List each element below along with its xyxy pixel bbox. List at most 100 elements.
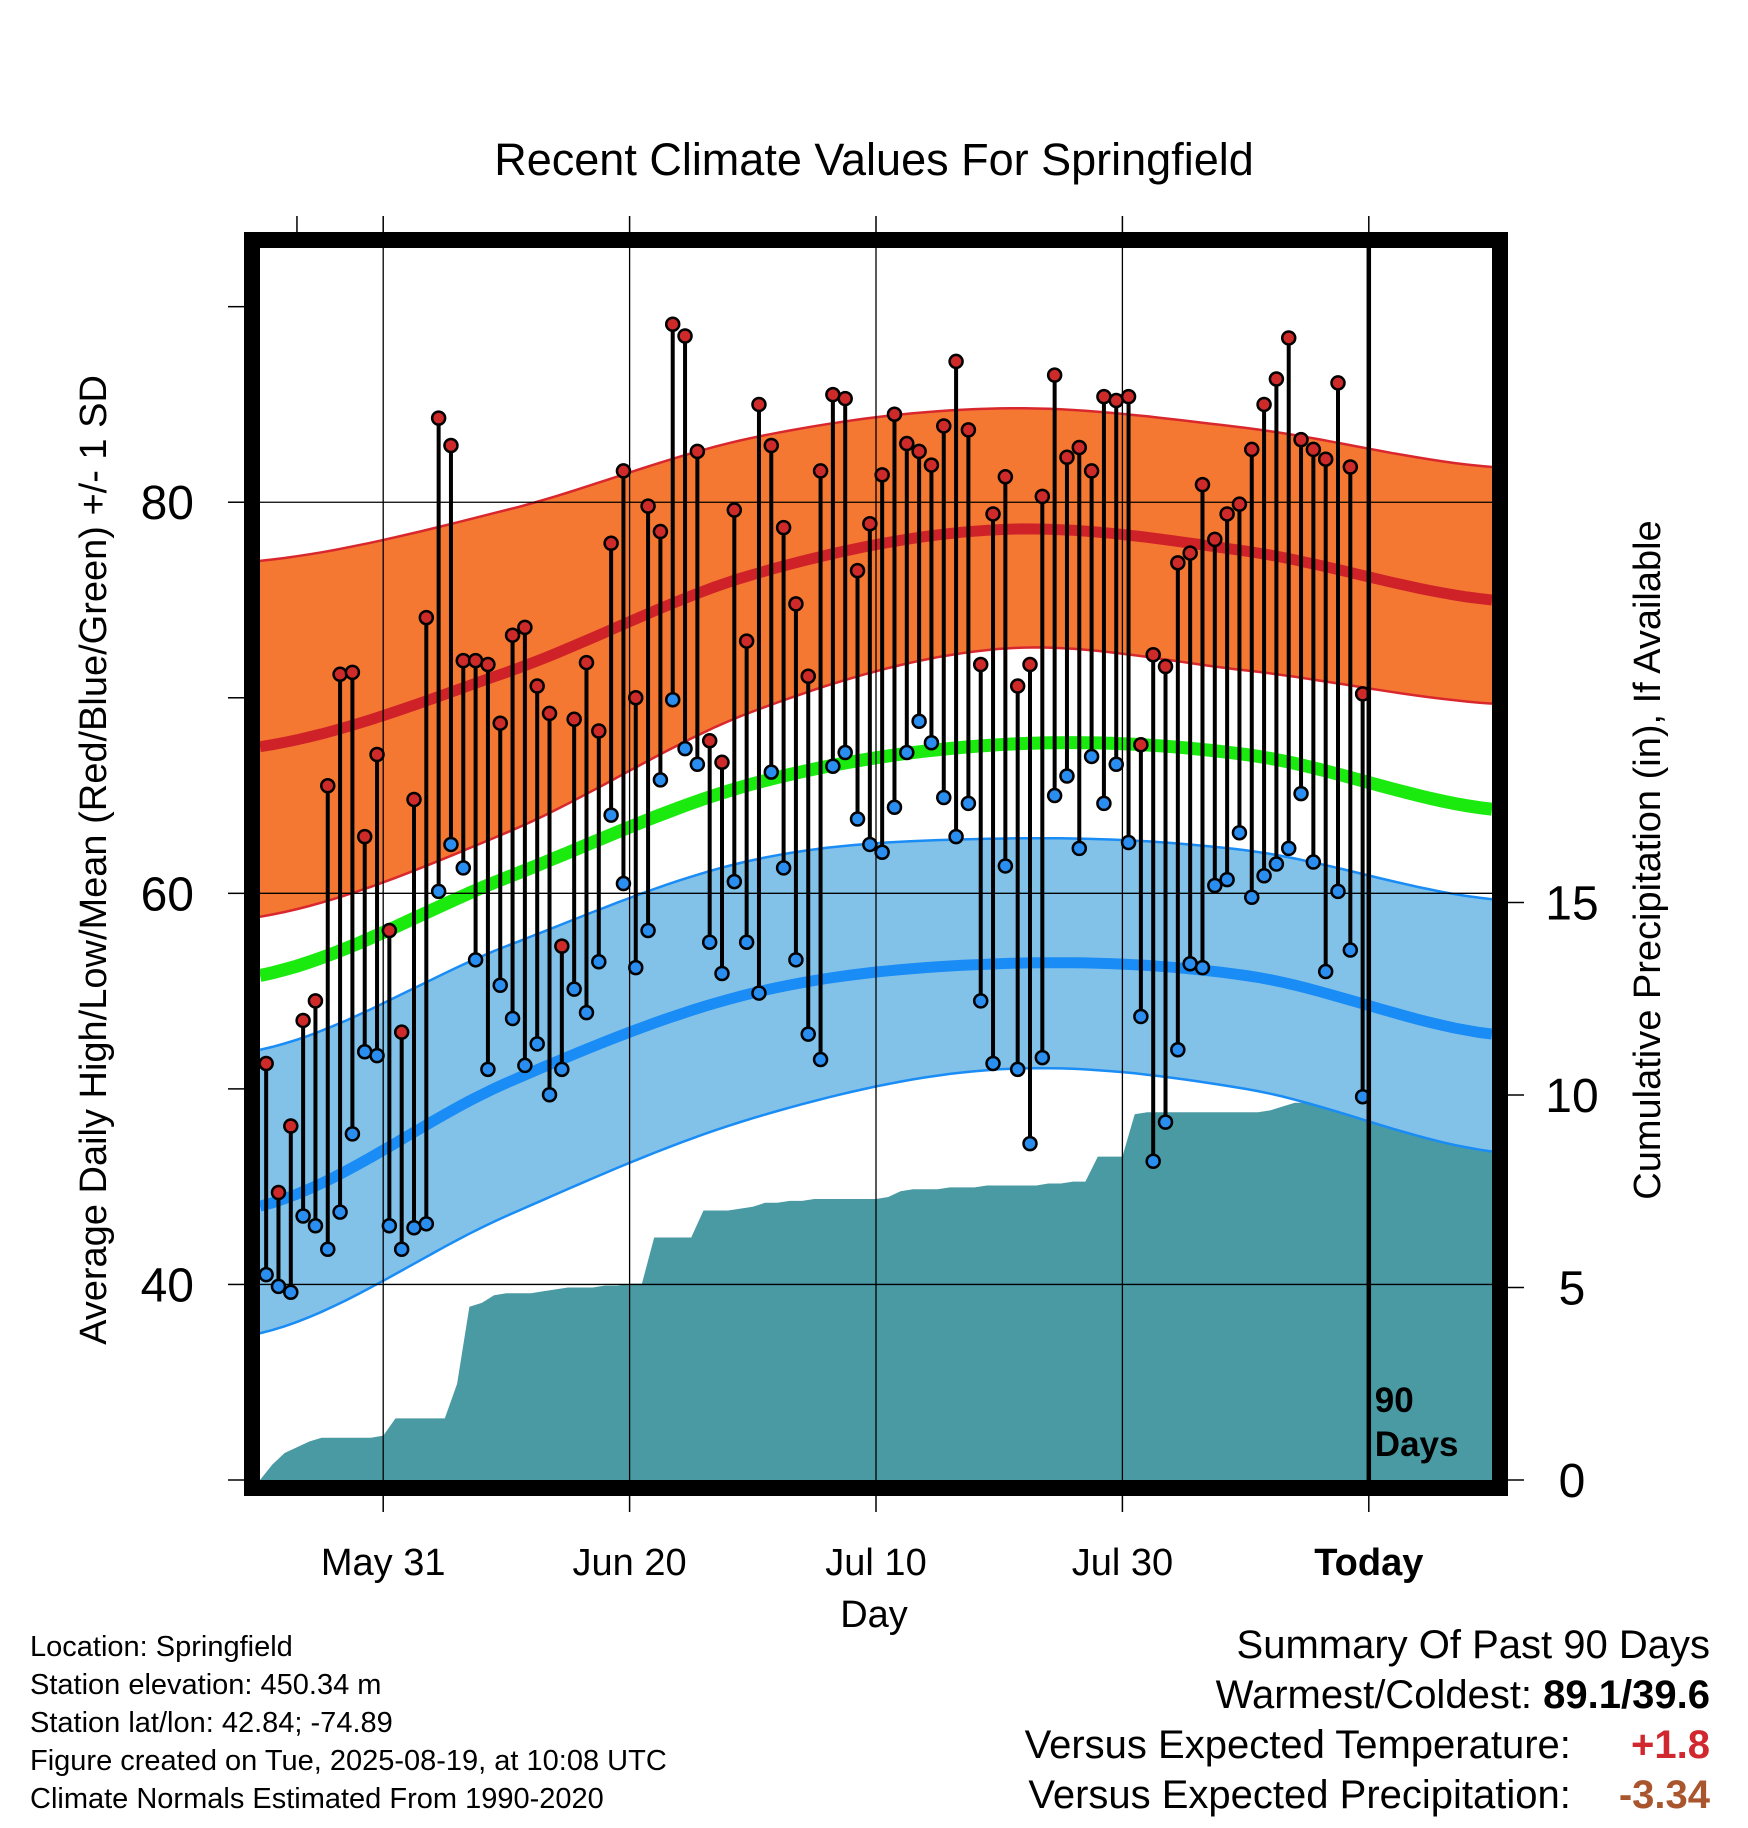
daily-low-point (1293, 785, 1309, 802)
daily-low-point (1009, 1061, 1026, 1078)
daily-high-point (960, 422, 977, 438)
x-tick-label: Jul 10 (825, 1542, 926, 1584)
x-tick-label: May 31 (321, 1542, 446, 1584)
daily-low-point (455, 860, 472, 876)
daily-high-point (1009, 678, 1026, 694)
daily-low-point (430, 883, 447, 900)
daily-high-point (1231, 496, 1248, 512)
daily-high-point (1096, 388, 1112, 405)
precip-value: -3.34 (1618, 1773, 1710, 1817)
axes-overlay: May 31 Jun 20 Jul 10 Jul 30 Today 40 60 80 0 5 10 1… (141, 216, 1599, 1584)
y-axis-label: Average Daily High/Low/Mean (Red/Blue/Gr… (73, 375, 115, 1345)
daily-high-point (1034, 488, 1051, 505)
daily-low-point (591, 954, 607, 970)
daily-high-point (812, 463, 829, 479)
daily-high-point (640, 498, 656, 514)
daily-low-point (320, 1241, 336, 1257)
daily-low-point (1022, 1135, 1038, 1152)
daily-low-point (714, 965, 730, 982)
daily-high-point (270, 1184, 287, 1201)
daily-low-point (529, 1036, 545, 1052)
daily-low-point (1256, 867, 1272, 884)
daily-high-point (578, 654, 595, 671)
daily-low-point (664, 691, 681, 708)
location-text: Location: Springfield (30, 1631, 293, 1663)
daily-high-point (1194, 476, 1211, 493)
daily-low-point (948, 828, 964, 845)
daily-low-point (985, 1055, 1001, 1072)
daily-high-point (443, 437, 459, 454)
precip-row: Versus Expected Precipitation: -3.34 (1025, 1770, 1710, 1820)
daily-low-point (1342, 942, 1359, 958)
daily-low-point (936, 789, 952, 806)
daily-high-point (393, 1024, 410, 1040)
daily-high-point (972, 656, 989, 673)
daily-low-point (1207, 877, 1223, 894)
daily-high-point (480, 656, 496, 673)
plot-frame (244, 232, 1508, 1496)
y-tick-label: 40 (141, 1259, 194, 1312)
daily-low-point (406, 1219, 422, 1236)
daily-low-point (849, 811, 866, 827)
daily-low-point (344, 1126, 361, 1142)
daily-high-point (862, 515, 878, 532)
daily-low-point (677, 740, 693, 757)
x-tick-label: Jul 30 (1072, 1542, 1173, 1584)
daily-low-point (899, 744, 915, 761)
summary-title: Summary Of Past 90 Days (1236, 1623, 1710, 1667)
daily-high-point (1145, 647, 1161, 663)
summary-panel: Summary Of Past 90 Days Warmest/Coldest:… (1025, 1620, 1710, 1820)
daily-low-point (1046, 787, 1063, 804)
daily-low-point (1108, 756, 1124, 773)
daily-high-point (985, 506, 1001, 522)
daily-high-point (714, 754, 730, 771)
daily-low-point (443, 836, 459, 853)
daily-low-point (1096, 795, 1112, 812)
today-days-number: 90 (1375, 1381, 1414, 1420)
daily-high-point (591, 723, 607, 739)
daily-high-point (726, 502, 743, 518)
daily-low-point (701, 934, 718, 950)
daily-high-point (899, 435, 915, 452)
temp-label: Versus Expected Temperature: (1024, 1723, 1571, 1767)
daily-high-point (886, 406, 903, 422)
daily-low-point (763, 764, 780, 780)
daily-low-point (260, 1266, 274, 1283)
daily-high-point (1182, 545, 1198, 561)
daily-high-point (1293, 431, 1309, 448)
daily-low-point (837, 744, 853, 761)
daily-low-point (775, 860, 792, 876)
daily-high-point (628, 690, 644, 706)
daily-low-point (911, 713, 927, 729)
daily-low-point (1170, 1042, 1186, 1058)
daily-high-point (603, 535, 619, 552)
daily-low-point (1133, 1008, 1149, 1025)
daily-high-point (615, 463, 632, 479)
daily-high-point (1083, 463, 1100, 479)
daily-high-point (825, 386, 841, 403)
daily-low-point (566, 981, 582, 997)
daily-low-point (381, 1218, 398, 1234)
y2-axis-label: Cumulative Precipitation (in), If Availa… (1627, 520, 1669, 1199)
y2-tick-label: 0 (1559, 1455, 1586, 1508)
daily-high-point (1157, 658, 1174, 675)
daily-high-point (689, 443, 706, 460)
daily-high-point (467, 652, 484, 669)
daily-low-point (1194, 959, 1211, 976)
daily-low-point (1083, 748, 1100, 765)
daily-high-point (283, 1118, 299, 1134)
y2-tick-label: 15 (1545, 878, 1598, 931)
daily-high-point (554, 938, 570, 954)
daily-low-point (369, 1047, 385, 1064)
daily-high-point (800, 668, 816, 685)
daily-high-point (1244, 441, 1260, 458)
daily-low-point (652, 772, 669, 788)
daily-high-point (381, 922, 398, 939)
daily-low-point (751, 985, 767, 1001)
daily-high-point (652, 523, 669, 540)
x-tick-label: Today (1314, 1542, 1423, 1584)
daily-high-point (1059, 449, 1075, 465)
daily-low-point (1244, 889, 1260, 905)
daily-high-point (1207, 531, 1223, 548)
daily-low-point (1182, 955, 1198, 972)
